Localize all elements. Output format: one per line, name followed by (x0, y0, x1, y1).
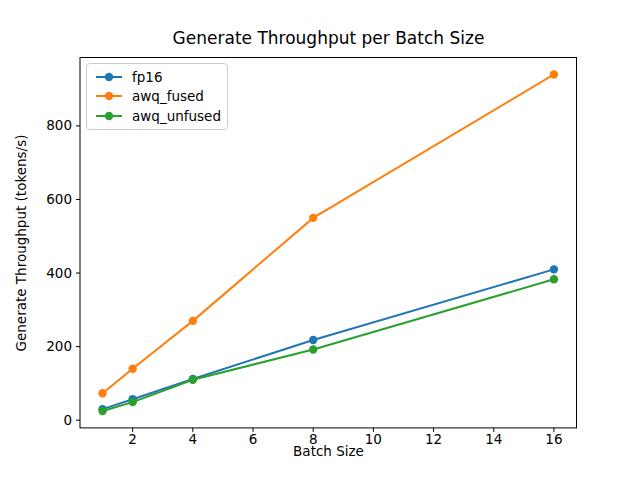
y-tick-label: 0 (63, 412, 72, 428)
legend-swatch-fp16 (95, 71, 123, 83)
series-marker-awq_fused (189, 317, 197, 325)
legend-item-fp16: fp16 (95, 69, 221, 85)
series-marker-awq_unfused (128, 398, 136, 406)
y-tick-label: 400 (46, 265, 72, 281)
legend-marker (105, 92, 113, 100)
legend: fp16 awq_fused awq_unfused (86, 63, 228, 130)
series-marker-awq_unfused (98, 407, 106, 415)
series-marker-awq_fused (128, 364, 136, 372)
legend-item-awq_unfused: awq_unfused (95, 108, 221, 124)
legend-item-awq_fused: awq_fused (95, 88, 221, 104)
series-marker-awq_unfused (309, 345, 317, 353)
series-marker-awq_unfused (550, 275, 558, 283)
x-axis-label: Batch Size (80, 443, 577, 459)
series-marker-awq_unfused (189, 376, 197, 384)
series-line-awq_unfused (103, 279, 554, 411)
legend-label: fp16 (132, 69, 163, 85)
series-marker-awq_fused (98, 389, 106, 397)
series-marker-awq_fused (309, 214, 317, 222)
legend-label: awq_fused (132, 88, 204, 104)
y-tick-label: 800 (46, 117, 72, 133)
legend-swatch-awq_fused (95, 90, 123, 102)
legend-label: awq_unfused (132, 108, 221, 124)
y-tick-label: 600 (46, 191, 72, 207)
series-marker-fp16 (550, 265, 558, 273)
legend-swatch-awq_unfused (95, 110, 123, 122)
series-marker-fp16 (309, 336, 317, 344)
y-tick-label: 200 (46, 338, 72, 354)
series-marker-awq_fused (550, 70, 558, 78)
legend-marker (105, 112, 113, 120)
legend-marker (105, 73, 113, 81)
figure: Generate Throughput per Batch Size Gener… (0, 0, 640, 480)
